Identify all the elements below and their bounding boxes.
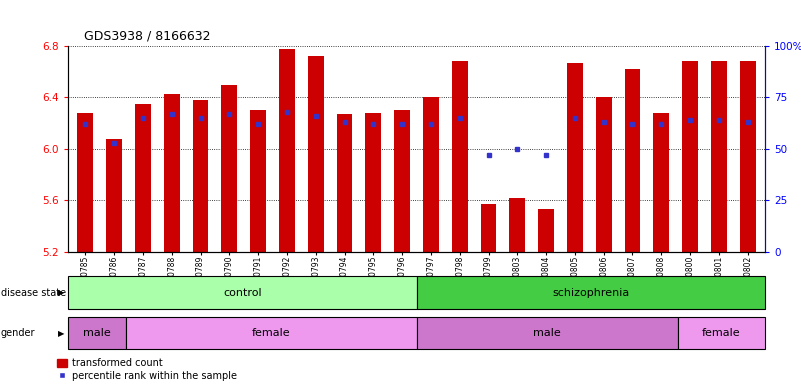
Text: male: male xyxy=(83,328,111,338)
Text: disease state: disease state xyxy=(1,288,66,298)
Bar xyxy=(279,49,295,252)
Legend: transformed count, percentile rank within the sample: transformed count, percentile rank withi… xyxy=(57,358,236,381)
Text: ▶: ▶ xyxy=(58,288,64,297)
Bar xyxy=(68,317,127,349)
Text: female: female xyxy=(252,328,291,338)
Bar xyxy=(625,69,641,252)
Bar xyxy=(481,204,497,252)
Bar xyxy=(740,61,755,252)
Bar xyxy=(250,110,266,252)
Text: GDS3938 / 8166632: GDS3938 / 8166632 xyxy=(84,29,211,42)
Text: male: male xyxy=(533,328,561,338)
Bar xyxy=(127,317,417,349)
Bar xyxy=(107,139,122,252)
Bar xyxy=(417,276,765,309)
Text: schizophrenia: schizophrenia xyxy=(552,288,630,298)
Bar xyxy=(78,113,93,252)
Bar xyxy=(711,61,727,252)
Bar xyxy=(308,56,324,252)
Bar xyxy=(654,113,669,252)
Bar xyxy=(68,276,417,309)
Text: female: female xyxy=(702,328,741,338)
Bar xyxy=(221,84,237,252)
Bar xyxy=(423,98,439,252)
Text: ▶: ▶ xyxy=(58,329,64,338)
Bar xyxy=(509,198,525,252)
Text: control: control xyxy=(223,288,262,298)
Bar xyxy=(417,317,678,349)
Text: gender: gender xyxy=(1,328,35,338)
Bar xyxy=(365,113,381,252)
Bar xyxy=(678,317,765,349)
Bar xyxy=(394,110,410,252)
Bar xyxy=(596,98,612,252)
Bar xyxy=(192,100,208,252)
Bar xyxy=(567,63,583,252)
Bar xyxy=(164,94,179,252)
Bar xyxy=(538,209,554,252)
Bar xyxy=(682,61,698,252)
Bar xyxy=(452,61,468,252)
Bar xyxy=(135,104,151,252)
Bar xyxy=(336,114,352,252)
